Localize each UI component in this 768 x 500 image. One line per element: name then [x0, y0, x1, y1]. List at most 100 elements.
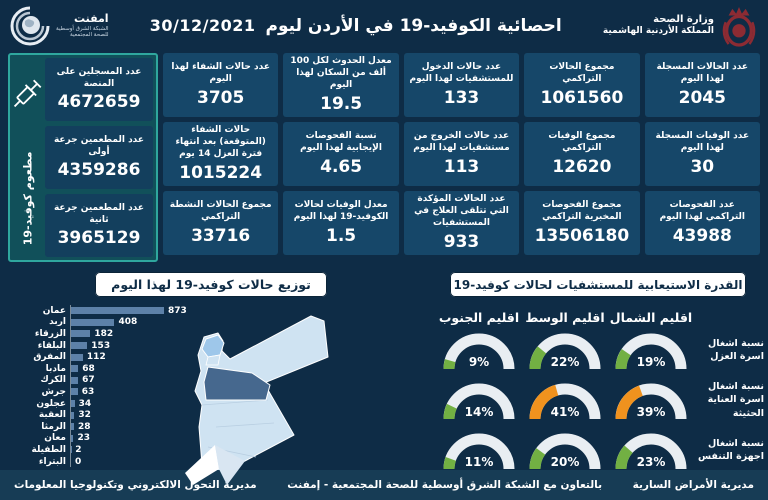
bar-value-label: 873 [168, 305, 187, 316]
stat-label: عدد الحالات المسجلة لهذا اليوم [656, 62, 749, 84]
stat-value: 3965129 [57, 228, 141, 249]
crown-shape [728, 6, 750, 16]
gauge-track [443, 433, 515, 470]
stat-value: 133 [443, 87, 480, 108]
gauge-grid-corner [694, 303, 766, 325]
gauge-value: 39% [636, 405, 666, 419]
bar-track: 873 [70, 305, 310, 317]
footer-center: بالتعاون مع الشبكة الشرق أوسطية للصحة ال… [287, 479, 603, 491]
bar-row: البتراء 0 [10, 455, 310, 468]
bar-track: 68 [70, 362, 310, 375]
stat-box: عدد حالات الخروج من مستشفيات لهذا اليوم 1… [403, 122, 520, 186]
stat-label: مجموع الوفيات التراكمي [548, 131, 616, 153]
region-header: اقليم الوسط [525, 310, 605, 325]
distribution-title: توزيع حالات كوفيد-19 لهذا اليوم [95, 272, 327, 297]
bar-track: 153 [70, 339, 310, 352]
stat-label: عدد المطعمين جرعة ثانية [53, 202, 145, 225]
bar-value-label: 63 [81, 386, 95, 397]
bar-row: مادبا 68 [10, 362, 310, 375]
gauge-value: 20% [550, 455, 580, 469]
bar-row: الزرقاء 182 [10, 328, 310, 340]
stat-value: 1015224 [179, 162, 263, 183]
stat-column: معدل الحدوث لكل 100 ألف من السكان لهذا ا… [283, 53, 399, 262]
stat-value: 4672659 [57, 92, 141, 113]
stat-value: 19.5 [320, 93, 363, 114]
gauge-value: 11% [464, 455, 494, 469]
gauge: 39% [608, 375, 694, 425]
gauge-grid: اقليم الشمال اقليم الوسط اقليم الجنوب نسبة … [434, 303, 766, 475]
bar [71, 342, 88, 350]
bar-category-label: الكرك [40, 375, 66, 386]
bar-chart: عمان 873 اربد 408 الزرقاء 182 البلقاء 153 المفرق… [10, 305, 310, 468]
gauge: 11% [436, 425, 522, 475]
bar-track: 23 [70, 432, 310, 445]
vax-boxes: عدد المسجلين على المنصة 4672659 عدد المطعم… [45, 58, 153, 257]
stat-value: 4359286 [57, 160, 141, 181]
stat-label: عدد حالات الخروج من مستشفيات لهذا اليوم [413, 131, 510, 153]
bar [71, 423, 74, 431]
emphnet-name-block: امفنت الشبكة الشرق أوسطية للصحة المجتمعي… [56, 11, 109, 38]
stat-box: نسبة الفحوصات الإيجابية لهذا اليوم 4.65 [283, 122, 399, 186]
bar-track: 408 [70, 316, 310, 329]
bar-value-label: 28 [77, 421, 91, 432]
page-title-text: احصائية الكوفيد-19 في الأردن ليوم [265, 15, 562, 36]
gauge-fill [529, 333, 601, 370]
stat-value: 1.5 [326, 225, 357, 246]
bar-category-label: الطفيلة [31, 444, 66, 455]
bar [71, 307, 164, 315]
stat-label: عدد حالات الدخول للمستشفيات لهذا اليوم [409, 62, 514, 84]
page-title: احصائية الكوفيد-19 في الأردن ليوم 30/12/… [117, 16, 595, 36]
ministry-block: وزارة الصحة المملكة الأردنية الهاشمية [603, 5, 758, 47]
stat-value: 113 [443, 156, 480, 177]
gauge: 19% [608, 325, 694, 375]
gauge-value: 23% [636, 455, 666, 469]
emphnet-sub2: للصحة المجتمعية [70, 31, 109, 38]
stat-box: معدل الوفيات لحالات الكوفيد-19 لهذا اليو… [283, 191, 399, 255]
region-header: اقليم الجنوب [438, 310, 520, 325]
bar-row: جرش 63 [10, 386, 310, 398]
bar-value-label: 68 [82, 363, 95, 374]
stat-box: عدد المسجلين على المنصة 4672659 [45, 58, 153, 121]
bar-value-label: 112 [86, 352, 106, 363]
emphnet-block: امفنت الشبكة الشرق أوسطية للصحة المجتمعي… [10, 6, 109, 46]
bar-category-label: معان [44, 433, 66, 444]
stats-grid: عدد الحالات المسجلة لهذا اليوم 2045 عدد ال… [0, 53, 768, 262]
gauge-fill [615, 433, 687, 470]
bar-row: الكرك 67 [10, 374, 310, 387]
bar-row: عمان 873 [10, 305, 310, 317]
gauge-row-label: نسبة اشغال اجهزة التنفس [697, 437, 764, 462]
footer: مديرية الأمراض السارية بالتعاون مع الشبك… [0, 470, 768, 500]
stat-label: معدل الوفيات لحالات الكوفيد-19 لهذا اليو… [293, 200, 389, 222]
map-region-jerash [205, 354, 221, 366]
bar-row: اربد 408 [10, 316, 310, 329]
bar [71, 411, 75, 419]
emphnet-name: امفنت [73, 11, 109, 25]
stat-box: عدد المطعمين جرعة ثانية 3965129 [45, 194, 153, 257]
gauge: 9% [436, 325, 522, 375]
ministry-name: وزارة الصحة المملكة الأردنية الهاشمية [603, 14, 714, 38]
stat-column: عدد حالات الدخول للمستشفيات لهذا اليوم 13… [403, 53, 520, 262]
stat-label: عدد المطعمين جرعة أولى [53, 134, 145, 157]
stat-value: 2045 [678, 87, 726, 108]
stat-label: عدد الوفيات المسجلة لهذا اليوم [655, 131, 750, 153]
ministry-line2: المملكة الأردنية الهاشمية [602, 26, 714, 37]
stat-box: عدد الحالات المؤكدة التي تتلقى العلاج في… [403, 191, 520, 255]
stat-value: 43988 [672, 225, 732, 246]
gauge-fill [529, 433, 601, 470]
stat-column: مجموع الحالات التراكمي 1061560 مجموع الوفي… [524, 53, 640, 262]
bar-track: 112 [70, 351, 310, 363]
stat-value: 30 [690, 156, 715, 177]
gauge: 14% [436, 375, 522, 425]
bar-category-label: جرش [41, 386, 66, 397]
stat-value: 933 [443, 231, 480, 252]
stat-label: عدد حالات الشفاء لهذا اليوم [171, 62, 270, 84]
paper-plane-icon [185, 445, 245, 485]
vaccination-side-label: مطعوم كوفيد-19 [21, 151, 35, 246]
bar [71, 365, 79, 373]
bar-row: الرمثا 28 [10, 420, 310, 433]
stat-box: عدد الوفيات المسجلة لهذا اليوم 30 [644, 122, 760, 186]
ministry-crest-icon [722, 6, 756, 47]
gauge-fill [615, 383, 687, 420]
bar [71, 376, 79, 384]
bar-category-label: الزرقاء [34, 328, 66, 339]
